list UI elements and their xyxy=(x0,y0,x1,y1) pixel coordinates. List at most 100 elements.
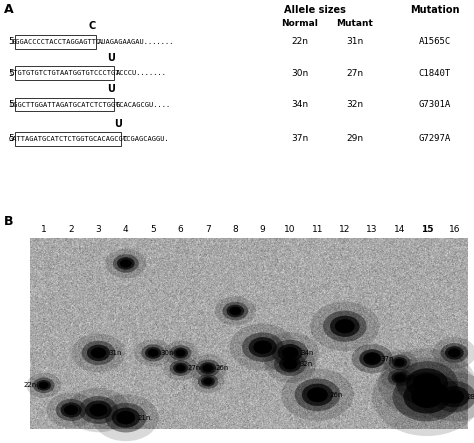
Ellipse shape xyxy=(201,377,215,386)
Text: A1565C: A1565C xyxy=(419,37,451,47)
Text: 5: 5 xyxy=(8,69,14,78)
Ellipse shape xyxy=(413,373,441,393)
Ellipse shape xyxy=(61,403,82,418)
Ellipse shape xyxy=(79,396,118,424)
Ellipse shape xyxy=(392,357,407,368)
Ellipse shape xyxy=(163,341,198,365)
Text: GCACAGCGU....: GCACAGCGU.... xyxy=(116,101,171,108)
Text: Normal: Normal xyxy=(282,19,319,28)
Ellipse shape xyxy=(141,344,165,361)
Ellipse shape xyxy=(366,354,378,363)
Text: CTGTGTGTCTGTAATGGTGTCCCTGT: CTGTGTGTCTGTAATGGTGTCCCTGT xyxy=(9,70,120,76)
Text: 10: 10 xyxy=(284,225,296,234)
Text: 30n: 30n xyxy=(292,69,309,78)
Text: 22n: 22n xyxy=(24,382,37,388)
Text: CGGCTTGGATTAGATGCATCTCTGGT: CGGCTTGGATTAGATGCATCTCTGGT xyxy=(9,101,120,108)
Ellipse shape xyxy=(253,341,272,354)
Ellipse shape xyxy=(310,301,380,351)
Ellipse shape xyxy=(364,352,381,365)
Ellipse shape xyxy=(64,405,78,415)
Ellipse shape xyxy=(82,341,115,365)
Ellipse shape xyxy=(170,345,191,361)
Ellipse shape xyxy=(403,380,450,414)
Text: 28n: 28n xyxy=(466,394,474,400)
Text: 32n: 32n xyxy=(346,100,364,109)
Text: GGGACCCCTACCTAGGAGTTC: GGGACCCCTACCTAGGAGTTC xyxy=(11,39,100,45)
Text: 29n: 29n xyxy=(346,135,364,144)
FancyBboxPatch shape xyxy=(16,98,114,111)
Text: 27n: 27n xyxy=(188,365,201,371)
Text: 32n: 32n xyxy=(300,361,313,367)
Text: 21n: 21n xyxy=(137,415,151,421)
Text: 37n: 37n xyxy=(380,356,393,361)
Ellipse shape xyxy=(281,369,354,421)
Text: 27n: 27n xyxy=(346,69,364,78)
Text: GATTAGATGCATCTCTGGTGCACAGCGT: GATTAGATGCATCTCTGGTGCACAGCGT xyxy=(9,136,128,142)
Ellipse shape xyxy=(242,332,283,362)
Ellipse shape xyxy=(67,388,129,432)
Ellipse shape xyxy=(335,319,355,333)
Text: 11: 11 xyxy=(312,225,323,234)
Text: 34n: 34n xyxy=(292,100,309,109)
Ellipse shape xyxy=(33,377,55,393)
Ellipse shape xyxy=(105,249,146,278)
Ellipse shape xyxy=(419,372,474,422)
Ellipse shape xyxy=(87,345,110,361)
Ellipse shape xyxy=(117,257,135,270)
Ellipse shape xyxy=(264,346,316,383)
Ellipse shape xyxy=(382,350,417,375)
Text: A: A xyxy=(4,3,14,16)
Text: 9: 9 xyxy=(260,225,265,234)
Ellipse shape xyxy=(90,404,107,416)
Text: ACCCU.......: ACCCU....... xyxy=(116,70,166,76)
Ellipse shape xyxy=(388,369,411,386)
Ellipse shape xyxy=(145,347,161,359)
Ellipse shape xyxy=(395,359,404,366)
Ellipse shape xyxy=(196,360,220,377)
Text: 16: 16 xyxy=(448,225,460,234)
Ellipse shape xyxy=(278,344,302,362)
Ellipse shape xyxy=(389,354,410,370)
Text: 37n: 37n xyxy=(292,135,309,144)
Text: U: U xyxy=(114,119,122,128)
Text: C: C xyxy=(89,21,96,31)
Ellipse shape xyxy=(112,408,140,428)
FancyBboxPatch shape xyxy=(16,35,96,49)
Ellipse shape xyxy=(175,350,185,357)
Ellipse shape xyxy=(248,337,277,358)
Text: 2: 2 xyxy=(68,225,74,234)
Text: Mutant: Mutant xyxy=(337,19,374,28)
Ellipse shape xyxy=(307,387,328,402)
Ellipse shape xyxy=(39,382,49,389)
Ellipse shape xyxy=(93,394,159,441)
Ellipse shape xyxy=(113,254,139,272)
Text: 14: 14 xyxy=(394,225,405,234)
Text: 8: 8 xyxy=(232,225,238,234)
Ellipse shape xyxy=(433,381,474,412)
Ellipse shape xyxy=(274,353,306,376)
Ellipse shape xyxy=(366,354,378,363)
Ellipse shape xyxy=(432,337,474,369)
Text: U: U xyxy=(107,53,115,63)
Text: 3: 3 xyxy=(96,225,101,234)
Text: Allele sizes: Allele sizes xyxy=(284,5,346,15)
Ellipse shape xyxy=(202,364,213,372)
Ellipse shape xyxy=(445,346,464,360)
Ellipse shape xyxy=(203,378,212,385)
Ellipse shape xyxy=(448,348,461,358)
Ellipse shape xyxy=(173,348,188,358)
Text: 5: 5 xyxy=(150,225,156,234)
Text: 30n: 30n xyxy=(161,350,174,356)
Text: 4: 4 xyxy=(123,225,128,234)
Text: 26n: 26n xyxy=(215,365,229,371)
Ellipse shape xyxy=(411,385,443,408)
Text: 34n: 34n xyxy=(301,350,314,356)
Ellipse shape xyxy=(352,344,392,373)
Ellipse shape xyxy=(279,357,301,372)
Ellipse shape xyxy=(323,311,366,342)
Ellipse shape xyxy=(282,347,298,359)
Ellipse shape xyxy=(230,323,296,371)
Ellipse shape xyxy=(27,373,61,398)
Ellipse shape xyxy=(227,305,244,317)
Text: CCGAGCAGGU.: CCGAGCAGGU. xyxy=(123,136,170,142)
